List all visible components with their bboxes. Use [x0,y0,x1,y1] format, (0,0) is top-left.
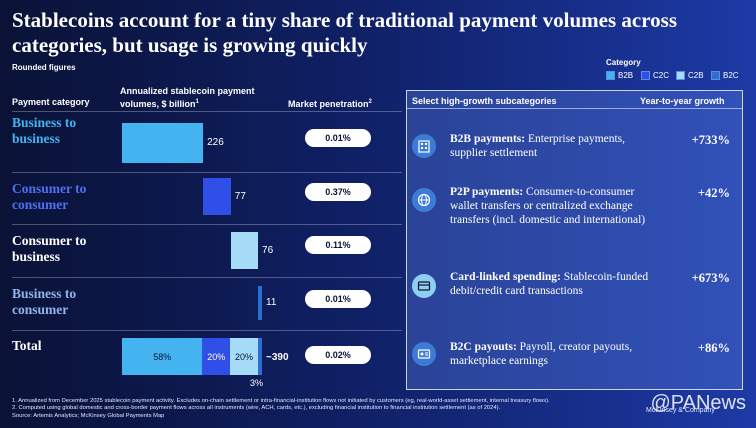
rounded-note: Rounded figures [12,63,76,72]
growth-b2b: +733% [691,133,730,147]
globe-icon [412,188,436,212]
row-label-b2c: Business to consumer [12,286,77,317]
subcategory-card-title: Card-linked spending: [450,271,561,283]
source-note: Source: Artemis Analytics; McKinsey Glob… [12,413,165,419]
header-subcategories: Select high-growth subcategories [412,96,557,106]
subcategory-card-text: Stablecoin-funded debit/credit card tran… [450,271,649,297]
building-icon [412,134,436,158]
total-stacked-bar: 58% 20% 20% [122,338,262,375]
header-penetration-sup: 2 [368,99,372,105]
total-segment-b2b: 58% [122,338,203,375]
penetration-total: 0.02% [305,346,371,364]
subcategory-b2b-title: B2B payments: [450,133,526,145]
legend-item-b2b: B2B [606,71,633,80]
bar-c2c [203,178,231,215]
total-segment-b2c-label: 3% [250,378,264,388]
header-payment-category: Payment category [12,97,90,107]
row-divider [12,172,402,173]
legend-swatch-c2c [641,71,650,80]
row-label-b2b: Business to business [12,115,77,146]
subcategory-b2c-text: Payroll, creator payouts, marketplace ea… [450,341,633,367]
bar-b2c [258,286,262,320]
growth-card: +673% [691,271,730,285]
subcategory-p2p-title: P2P payments: [450,186,524,198]
header-penetration: Market penetration2 [288,97,372,110]
penetration-c2c: 0.37% [305,183,371,201]
legend-swatch-b2b [606,71,615,80]
bar-value-b2b: 226 [207,137,224,148]
bar-b2b [122,123,204,163]
legend-label-c2b: C2B [688,71,704,80]
subcategory-b2b: B2B payments: Enterprise payments, suppl… [450,132,655,160]
legend-label-b2b: B2B [618,71,634,80]
subcategory-p2p: P2P payments: Consumer-to-consumer walle… [450,185,655,227]
header-volumes-text: Annualized stablecoin payment volumes, $… [120,86,255,109]
legend-item-c2b: C2B [676,71,704,80]
row-divider [12,224,402,225]
growth-p2p: +42% [697,186,730,200]
legend-title: Category [606,58,641,67]
header-penetration-text: Market penetration [288,99,369,109]
total-segment-c2b: 20% [230,338,258,375]
page-title: Stablecoins account for a tiny share of … [12,8,677,57]
growth-b2c: +86% [697,341,730,355]
row-divider [12,111,402,112]
legend-item-b2c: B2C [711,71,739,80]
bar-c2b [230,232,259,269]
legend-swatch-b2c [711,71,720,80]
penetration-c2b: 0.11% [305,236,371,254]
total-segment-c2c: 20% [202,338,231,375]
legend-item-c2c: C2C [641,71,669,80]
brand-logo: McKinsey & Company [646,407,715,414]
legend-label-b2c: B2C [723,71,739,80]
subcategory-b2c-title: B2C payouts: [450,341,517,353]
bar-value-c2b: 76 [262,244,274,256]
row-label-c2c: Consumer to consumer [12,181,87,212]
subcategory-panel [406,90,743,390]
card-icon [412,274,436,298]
watermark: @PANews [650,392,746,414]
subcategory-card: Card-linked spending: Stablecoin-funded … [450,270,655,298]
penetration-b2c: 0.01% [305,290,371,308]
subcategory-b2b-text: Enterprise payments, supplier settlement [450,133,626,159]
total-value: ~390 [266,352,289,363]
row-divider [12,330,402,331]
row-label-total: Total [12,338,42,353]
legend-label-c2c: C2C [653,71,670,80]
footnote-1: 1. Annualized from December 2025 stablec… [12,398,550,404]
footnote-2: 2. Computed using global domestic and cr… [12,405,501,411]
total-segment-b2c [257,338,262,375]
row-divider [12,277,402,278]
penetration-b2b: 0.01% [305,129,371,147]
subcategory-panel-header [406,90,743,109]
header-volumes-sup: 1 [195,99,199,105]
subcategory-p2p-text: Consumer-to-consumer wallet transfers or… [450,186,646,226]
header-volumes: Annualized stablecoin payment volumes, $… [120,86,270,110]
row-label-c2b: Consumer to business [12,233,87,264]
legend-swatch-c2b [676,71,685,80]
bar-value-b2c: 11 [266,297,277,308]
payroll-icon [412,342,436,366]
bar-value-c2c: 77 [234,190,246,202]
header-growth: Year-to-year growth [640,96,725,106]
subcategory-b2c: B2C payouts: Payroll, creator payouts, m… [450,340,655,368]
